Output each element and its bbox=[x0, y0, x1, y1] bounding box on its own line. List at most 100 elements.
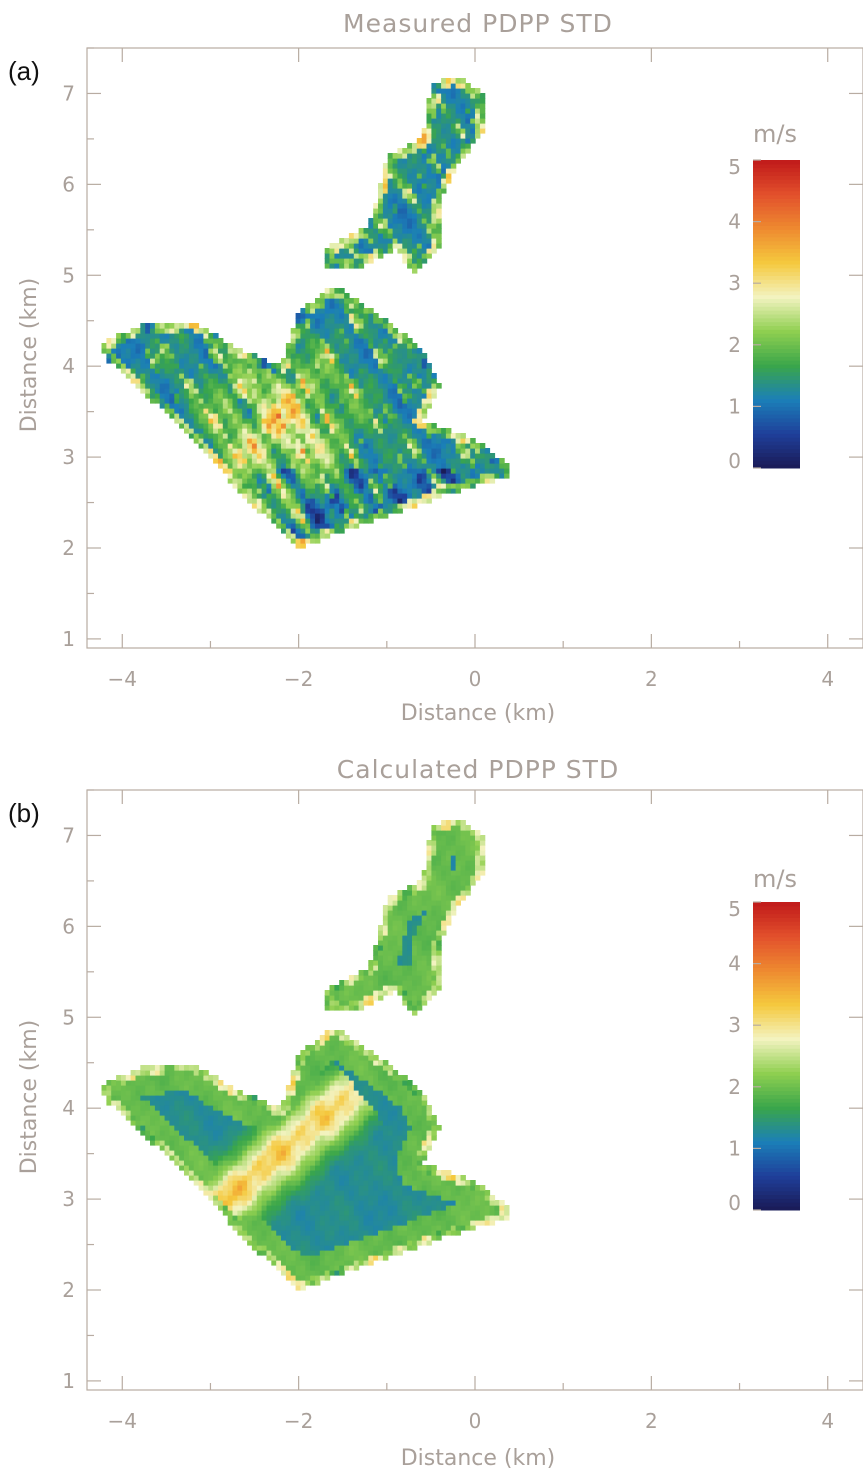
heatmap-field bbox=[102, 820, 510, 1291]
colorbar-segment bbox=[753, 445, 800, 449]
colorbar-segment bbox=[753, 287, 800, 291]
y-tick-label: 7 bbox=[62, 823, 75, 847]
colorbar-segment bbox=[753, 1152, 800, 1156]
chart-title: Calculated PDPP STD bbox=[337, 755, 619, 784]
colorbar-segment bbox=[753, 268, 800, 272]
colorbar-segment bbox=[753, 1025, 800, 1029]
colorbar-segment bbox=[753, 1002, 800, 1006]
colorbar-segment bbox=[753, 910, 800, 914]
colorbar-segment bbox=[753, 921, 800, 925]
colorbar-segment bbox=[753, 291, 800, 295]
colorbar-segment bbox=[753, 929, 800, 933]
colorbar-segment bbox=[753, 252, 800, 256]
y-axis-title: Distance (km) bbox=[17, 278, 42, 433]
y-tick-label: 6 bbox=[62, 172, 75, 196]
colorbar-segment bbox=[753, 1133, 800, 1137]
colorbar-segment bbox=[753, 195, 800, 199]
colorbar-segment bbox=[753, 172, 800, 176]
colorbar-unit: m/s bbox=[753, 120, 797, 148]
colorbar-tick-label: 4 bbox=[728, 952, 741, 976]
x-tick-label: −4 bbox=[108, 667, 137, 691]
colorbar-segment bbox=[753, 337, 800, 341]
colorbar-segment bbox=[753, 449, 800, 453]
colorbar-tick-label: 3 bbox=[728, 1013, 741, 1037]
colorbar-segment bbox=[753, 914, 800, 918]
y-tick-label: 5 bbox=[62, 263, 75, 287]
colorbar-segment bbox=[753, 256, 800, 260]
x-tick-label: 0 bbox=[469, 1409, 482, 1433]
colorbar-segment bbox=[753, 1056, 800, 1060]
chart-title: Measured PDPP STD bbox=[343, 9, 613, 38]
colorbar-segment bbox=[753, 1172, 800, 1176]
colorbar-segment bbox=[753, 1198, 800, 1202]
colorbar-segment bbox=[753, 376, 800, 380]
colorbar-segment bbox=[753, 1202, 800, 1206]
colorbar-segment bbox=[753, 1044, 800, 1048]
colorbar-segment bbox=[753, 1183, 800, 1187]
y-axis-title: Distance (km) bbox=[17, 1020, 42, 1175]
colorbar-segment bbox=[753, 956, 800, 960]
x-tick-label: 0 bbox=[469, 667, 482, 691]
colorbar-segment bbox=[753, 249, 800, 253]
colorbar-segment bbox=[753, 210, 800, 214]
colorbar-segment bbox=[753, 1079, 800, 1083]
colorbar-segment bbox=[753, 1091, 800, 1095]
x-tick-label: −2 bbox=[284, 1409, 313, 1433]
panel-label: (b) bbox=[8, 798, 40, 828]
colorbar-segment bbox=[753, 302, 800, 306]
x-tick-label: 4 bbox=[821, 667, 834, 691]
colorbar-segment bbox=[753, 1160, 800, 1164]
colorbar-segment bbox=[753, 994, 800, 998]
colorbar-tick-label: 0 bbox=[728, 449, 741, 473]
colorbar-segment bbox=[753, 329, 800, 333]
colorbar-segment bbox=[753, 237, 800, 241]
colorbar-segment bbox=[753, 406, 800, 410]
colorbar-segment bbox=[753, 175, 800, 179]
colorbar-segment bbox=[753, 1064, 800, 1068]
colorbar-segment bbox=[753, 168, 800, 172]
colorbar-segment bbox=[753, 214, 800, 218]
measured-std-chart: Measured PDPP STD (a) Distance (km) Dist… bbox=[0, 0, 863, 737]
colorbar-segment bbox=[753, 272, 800, 276]
colorbar-segment bbox=[753, 941, 800, 945]
colorbar-segment bbox=[753, 418, 800, 422]
colorbar-segment bbox=[753, 906, 800, 910]
colorbar-segment bbox=[753, 1118, 800, 1122]
colorbar-tick-label: 0 bbox=[728, 1191, 741, 1215]
colorbar-segment bbox=[753, 1129, 800, 1133]
colorbar-segment bbox=[753, 1179, 800, 1183]
colorbar-tick-label: 3 bbox=[728, 271, 741, 295]
colorbar-segment bbox=[753, 979, 800, 983]
colorbar-tick-label: 2 bbox=[728, 333, 741, 357]
colorbar-segment bbox=[753, 364, 800, 368]
colorbar-segment bbox=[753, 260, 800, 264]
colorbar-segment bbox=[753, 1141, 800, 1145]
colorbar-segment bbox=[753, 971, 800, 975]
y-tick-label: 7 bbox=[62, 81, 75, 105]
colorbar-segment bbox=[753, 1121, 800, 1125]
colorbar-segment bbox=[753, 314, 800, 318]
colorbar-segment bbox=[753, 187, 800, 191]
colorbar-unit: m/s bbox=[753, 865, 797, 893]
colorbar-segment bbox=[753, 372, 800, 376]
colorbar-segment bbox=[753, 183, 800, 187]
colorbar-segment bbox=[753, 191, 800, 195]
colorbar-segment bbox=[753, 222, 800, 226]
colorbar-segment bbox=[753, 975, 800, 979]
colorbar-segment bbox=[753, 333, 800, 337]
colorbar-segment bbox=[753, 391, 800, 395]
y-tick-label: 1 bbox=[62, 627, 75, 651]
colorbar-tick-label: 1 bbox=[728, 394, 741, 418]
colorbar-segment bbox=[753, 1110, 800, 1114]
colorbar-segment bbox=[753, 453, 800, 457]
colorbar-segment bbox=[753, 164, 800, 168]
colorbar-segment bbox=[753, 1164, 800, 1168]
colorbar-segment bbox=[753, 233, 800, 237]
colorbar-segment bbox=[753, 179, 800, 183]
colorbar-segment bbox=[753, 345, 800, 349]
colorbar-segment bbox=[753, 937, 800, 941]
colorbar-segment bbox=[753, 1148, 800, 1152]
colorbar-segment bbox=[753, 422, 800, 426]
